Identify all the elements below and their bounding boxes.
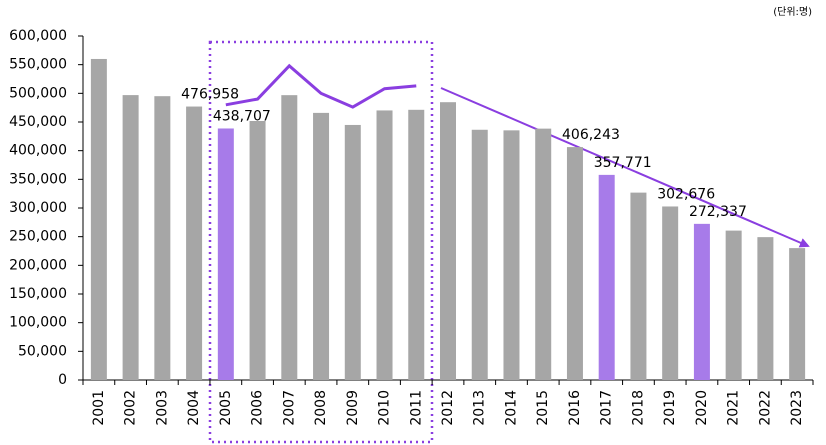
- bar: [789, 248, 806, 380]
- x-tick-label: 2011: [408, 390, 424, 426]
- x-tick-label: 2006: [250, 390, 266, 426]
- y-tick-label: 250,000: [9, 229, 67, 245]
- bar: [757, 237, 774, 380]
- bar: [344, 124, 361, 380]
- bar: [408, 109, 425, 380]
- unit-note: (단위:명): [773, 5, 812, 18]
- bar: [693, 223, 710, 380]
- x-tick-label: 2004: [186, 390, 202, 426]
- y-tick-label: 200,000: [9, 257, 67, 273]
- bar: [90, 58, 107, 381]
- y-tick-label: 150,000: [9, 286, 67, 302]
- bar: [154, 96, 171, 381]
- bar: [630, 192, 647, 380]
- x-tick-label: 2012: [440, 390, 456, 426]
- bar: [503, 130, 520, 380]
- bar: [217, 128, 234, 380]
- y-tick-label: 50,000: [18, 343, 67, 359]
- x-tick-label: 2007: [281, 390, 297, 426]
- y-tick-label: 400,000: [9, 143, 67, 159]
- x-tick-label: 2005: [218, 390, 234, 426]
- y-tick-label: 0: [58, 372, 67, 388]
- bar: [725, 230, 742, 380]
- x-tick-label: 2009: [345, 390, 361, 426]
- value-label: 476,958: [181, 87, 239, 103]
- x-tick-label: 2014: [503, 390, 519, 426]
- x-tick-label: 2008: [313, 390, 329, 426]
- y-tick-label: 300,000: [9, 200, 67, 216]
- x-tick-label: 2023: [789, 390, 805, 426]
- bar: [471, 129, 488, 380]
- x-tick-label: 2017: [599, 390, 615, 426]
- bar: [598, 174, 615, 380]
- y-tick-label: 500,000: [9, 85, 67, 101]
- x-tick-label: 2021: [726, 390, 742, 426]
- bar: [440, 102, 456, 380]
- x-tick-label: 2018: [630, 390, 646, 426]
- bar: [313, 112, 330, 381]
- y-tick-label: 450,000: [9, 114, 67, 130]
- bar: [662, 206, 679, 380]
- x-tick-label: 2020: [694, 390, 710, 426]
- value-label: 406,243: [562, 127, 620, 143]
- value-label: 272,337: [689, 204, 747, 220]
- y-tick-label: 100,000: [9, 315, 67, 331]
- bar: [281, 95, 298, 380]
- x-tick-label: 2022: [757, 390, 773, 426]
- x-tick-label: 2015: [535, 390, 551, 426]
- highlight-box: [208, 40, 434, 444]
- x-tick-label: 2002: [123, 390, 139, 426]
- bar: [566, 147, 583, 380]
- y-tick-label: 350,000: [9, 171, 67, 187]
- bar: [186, 106, 203, 381]
- x-tick-label: 2013: [472, 390, 488, 426]
- value-label: 357,771: [594, 155, 652, 171]
- y-tick-label: 550,000: [9, 57, 67, 73]
- value-label: 438,707: [213, 108, 271, 124]
- x-tick-label: 2010: [377, 390, 393, 426]
- x-tick-label: 2019: [662, 390, 678, 426]
- decline-arrow: [440, 87, 810, 248]
- x-tick-label: 2016: [567, 390, 583, 426]
- bar: [122, 95, 139, 380]
- trend-line: [225, 63, 417, 109]
- x-tick-label: 2001: [91, 390, 107, 426]
- x-tick-label: 2003: [154, 390, 170, 426]
- bar: [249, 120, 266, 380]
- y-tick-label: 600,000: [9, 28, 67, 44]
- value-label: 302,676: [657, 186, 715, 202]
- bar: [376, 110, 393, 380]
- bar: [535, 128, 552, 380]
